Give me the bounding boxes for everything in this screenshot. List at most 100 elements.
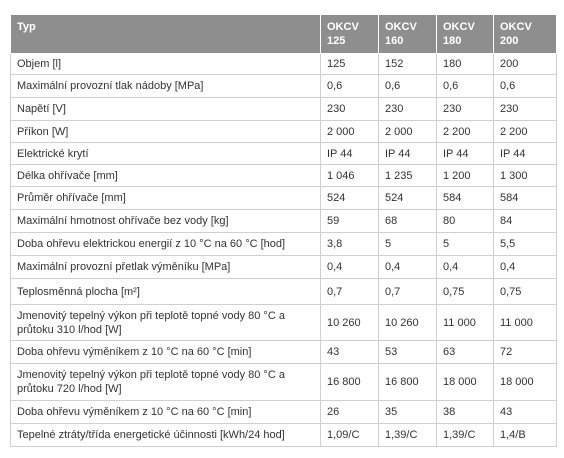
row: Doba ohřevu výměníkem z 10 °C na 60 °C […	[10, 400, 557, 424]
row: Objem [l] 125 152 180 200	[10, 53, 557, 75]
cell: 18 000	[493, 363, 557, 401]
cell: 0,6	[378, 74, 437, 98]
cell: 68	[378, 209, 437, 233]
cell: 53	[378, 340, 437, 364]
row-label: Příkon [W]	[10, 120, 321, 143]
cell: 72	[493, 340, 557, 364]
row-label: Napětí [V]	[10, 97, 321, 121]
header-cell: OKCV 125	[320, 14, 379, 54]
cell: 43	[493, 400, 557, 424]
cell: 524	[378, 186, 437, 210]
row-label: Tepelné ztráty/třída energetické účinnos…	[10, 423, 321, 447]
cell: 0,75	[436, 278, 494, 305]
header-text: OKCV 200	[500, 21, 532, 47]
row: Maximální provozní tlak nádoby [MPa] 0,6 0…	[10, 74, 557, 98]
row-label: Délka ohřívače [mm]	[10, 164, 321, 187]
row: Maximální provozní přetlak výměníku [MPa…	[10, 255, 557, 279]
row: Délka ohřívače [mm] 1 046 1 235 1 200 1 300	[10, 164, 557, 187]
header-cell: OKCV 180	[436, 14, 494, 54]
cell: 5,5	[493, 232, 557, 256]
header-cell: OKCV 160	[378, 14, 437, 54]
cell: 16 800	[320, 363, 379, 401]
cell: 26	[320, 400, 379, 424]
cell: 80	[436, 209, 494, 233]
cell: 63	[436, 340, 494, 364]
cell: 16 800	[378, 363, 437, 401]
cell: 35	[378, 400, 437, 424]
cell: 0,4	[436, 255, 494, 279]
cell: 1 200	[436, 164, 494, 187]
cell: 59	[320, 209, 379, 233]
row-label: Doba ohřevu výměníkem z 10 °C na 60 °C […	[10, 400, 321, 424]
spec-table: Typ OKCV 125 OKCV 160 OKCV 180 OKCV 200 Obje…	[10, 14, 557, 447]
cell: 1 046	[320, 164, 379, 187]
row: Maximální hmotnost ohřívače bez vody [kg…	[10, 209, 557, 233]
cell: 1 235	[378, 164, 437, 187]
cell: IP 44	[436, 142, 494, 165]
cell: IP 44	[493, 142, 557, 165]
cell: 0,4	[378, 255, 437, 279]
row-label: Objem [l]	[10, 53, 321, 75]
cell: 584	[493, 186, 557, 210]
row: Doba ohřevu výměníkem z 10 °C na 60 °C […	[10, 340, 557, 364]
cell: 200	[493, 53, 557, 75]
cell: 38	[436, 400, 494, 424]
row-label: Doba ohřevu elektrickou energií z 10 °C …	[10, 232, 321, 256]
cell: 2 000	[378, 120, 437, 143]
cell: 524	[320, 186, 379, 210]
header-text: OKCV 125	[327, 21, 359, 47]
header-text: OKCV 180	[443, 21, 475, 47]
cell: 1,39/C	[378, 423, 437, 447]
row: Elektrické krytí IP 44 IP 44 IP 44 IP 44	[10, 142, 557, 165]
row-label: Maximální provozní přetlak výměníku [MPa…	[10, 255, 321, 279]
cell: 230	[378, 97, 437, 121]
cell: 18 000	[436, 363, 494, 401]
cell: 2 000	[320, 120, 379, 143]
header-text: OKCV 160	[385, 21, 417, 47]
row: Průměr ohřívače [mm] 524 524 584 584	[10, 186, 557, 210]
cell: IP 44	[320, 142, 379, 165]
row: Jmenovitý tepelný výkon při teplotě topn…	[10, 363, 557, 401]
row-label: Teplosměnná plocha [m²]	[10, 278, 321, 305]
cell: 11 000	[436, 304, 494, 341]
cell: 584	[436, 186, 494, 210]
row-label: Maximální provozní tlak nádoby [MPa]	[10, 74, 321, 98]
cell: 2 200	[436, 120, 494, 143]
cell: 0,6	[493, 74, 557, 98]
row: Příkon [W] 2 000 2 000 2 200 2 200	[10, 120, 557, 143]
cell: 125	[320, 53, 379, 75]
cell: 5	[378, 232, 437, 256]
row: Jmenovitý tepelný výkon při teplotě topn…	[10, 304, 557, 341]
row: Doba ohřevu elektrickou energií z 10 °C …	[10, 232, 557, 256]
cell: 84	[493, 209, 557, 233]
header-row: Typ OKCV 125 OKCV 160 OKCV 180 OKCV 200	[10, 14, 557, 54]
header-cell: OKCV 200	[493, 14, 557, 54]
cell: 5	[436, 232, 494, 256]
cell: 152	[378, 53, 437, 75]
cell: 43	[320, 340, 379, 364]
cell: 0,4	[320, 255, 379, 279]
cell: 0,6	[320, 74, 379, 98]
cell: 2 200	[493, 120, 557, 143]
cell: 11 000	[493, 304, 557, 341]
cell: 1,09/C	[320, 423, 379, 447]
cell: 230	[320, 97, 379, 121]
row: Teplosměnná plocha [m²] 0,7 0,7 0,75 0,75	[10, 278, 557, 305]
cell: 230	[436, 97, 494, 121]
cell: 3,8	[320, 232, 379, 256]
cell: 0,75	[493, 278, 557, 305]
cell: IP 44	[378, 142, 437, 165]
row-label: Maximální hmotnost ohřívače bez vody [kg…	[10, 209, 321, 233]
cell: 180	[436, 53, 494, 75]
row-label: Elektrické krytí	[10, 142, 321, 165]
cell: 0,7	[320, 278, 379, 305]
cell: 0,6	[436, 74, 494, 98]
cell: 10 260	[378, 304, 437, 341]
cell: 0,4	[493, 255, 557, 279]
row: Napětí [V] 230 230 230 230	[10, 97, 557, 121]
header-text: Typ	[17, 21, 36, 33]
row: Tepelné ztráty/třída energetické účinnos…	[10, 423, 557, 447]
cell: 1 300	[493, 164, 557, 187]
cell: 1,4/B	[493, 423, 557, 447]
